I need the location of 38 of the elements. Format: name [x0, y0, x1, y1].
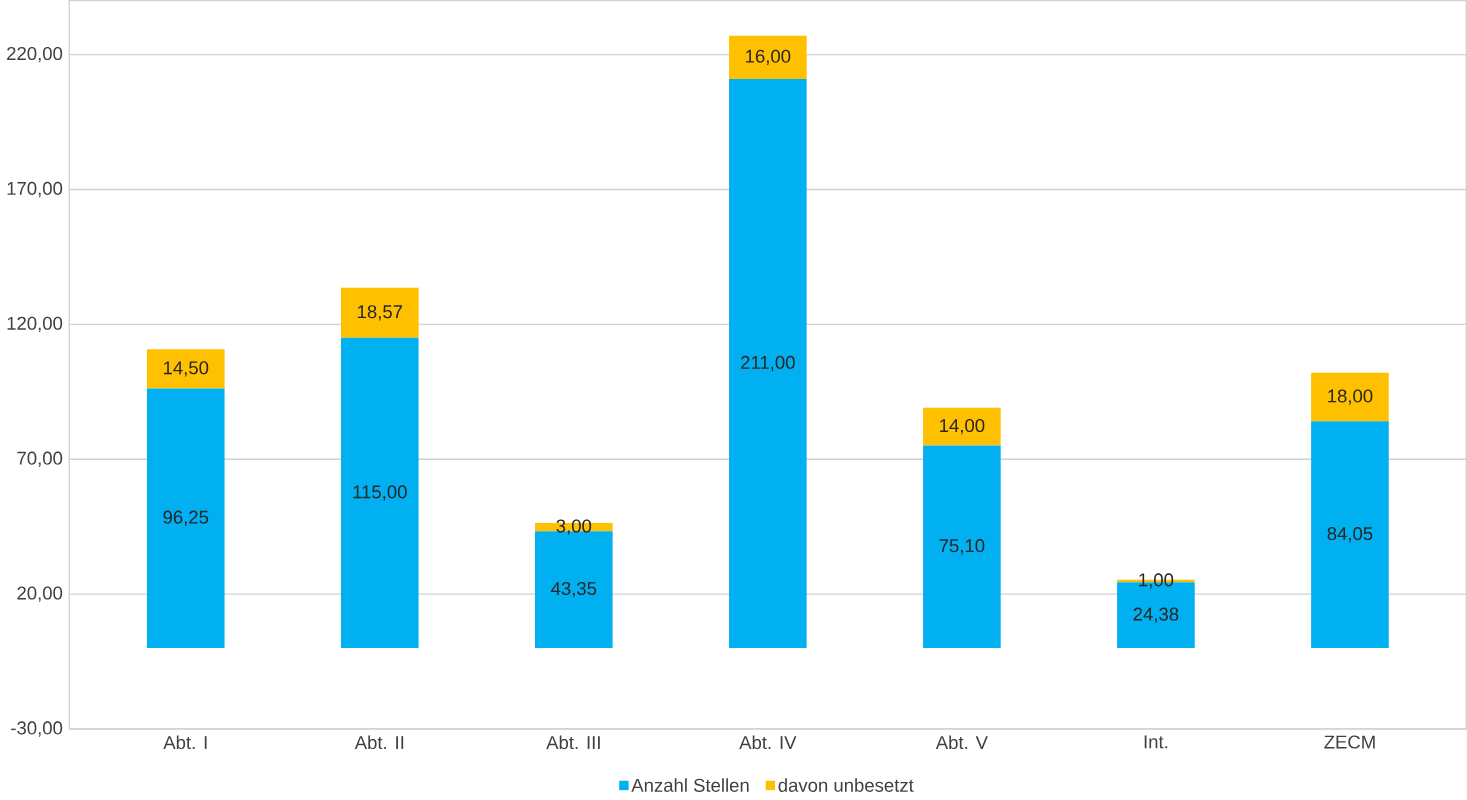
- bar: [923, 407, 1001, 446]
- data-label: 18,57: [358, 305, 403, 321]
- legend-label: davon unbesetzt: [778, 778, 914, 792]
- bar: [146, 388, 225, 649]
- data-label: 115,00: [353, 485, 407, 501]
- data-label: 1,00: [1139, 573, 1174, 589]
- data-label: 96,25: [163, 510, 209, 527]
- y-tick-label: -30,00: [11, 721, 63, 737]
- data-label: 75,10: [939, 539, 985, 555]
- bar: [729, 78, 807, 649]
- data-label: 211,00: [741, 355, 795, 372]
- bar: [1311, 421, 1389, 649]
- x-tick-label: Abt. V: [935, 735, 988, 750]
- x-tick-label: Int.: [1144, 735, 1168, 749]
- bar: [729, 35, 807, 79]
- y-tick-label: 120,00: [7, 316, 63, 333]
- bar: [923, 445, 1001, 649]
- data-label: 14,00: [940, 419, 985, 435]
- x-tick-label: Abt. II: [354, 735, 404, 750]
- y-tick-label: 20,00: [17, 586, 63, 602]
- bar: [146, 349, 225, 389]
- data-label: 24,38: [1133, 607, 1179, 623]
- bar: [1311, 372, 1389, 422]
- x-tick-label: ZECM: [1324, 735, 1375, 749]
- data-label: 43,35: [551, 582, 597, 598]
- y-tick-label: 70,00: [17, 451, 63, 468]
- data-label: 84,05: [1327, 527, 1373, 543]
- data-label: 18,00: [1328, 389, 1373, 405]
- data-label: 16,00: [746, 49, 791, 66]
- x-tick-label: Abt. III: [546, 735, 600, 750]
- legend-label: Anzahl Stellen: [631, 778, 749, 792]
- y-tick-label: 220,00: [7, 47, 63, 63]
- y-tick-label: 170,00: [7, 181, 63, 198]
- x-tick-label: Abt. IV: [739, 735, 797, 750]
- data-label: 14,50: [163, 361, 209, 377]
- bar: [340, 287, 419, 338]
- x-tick-label: Abt. I: [163, 735, 207, 750]
- bar: [340, 337, 419, 649]
